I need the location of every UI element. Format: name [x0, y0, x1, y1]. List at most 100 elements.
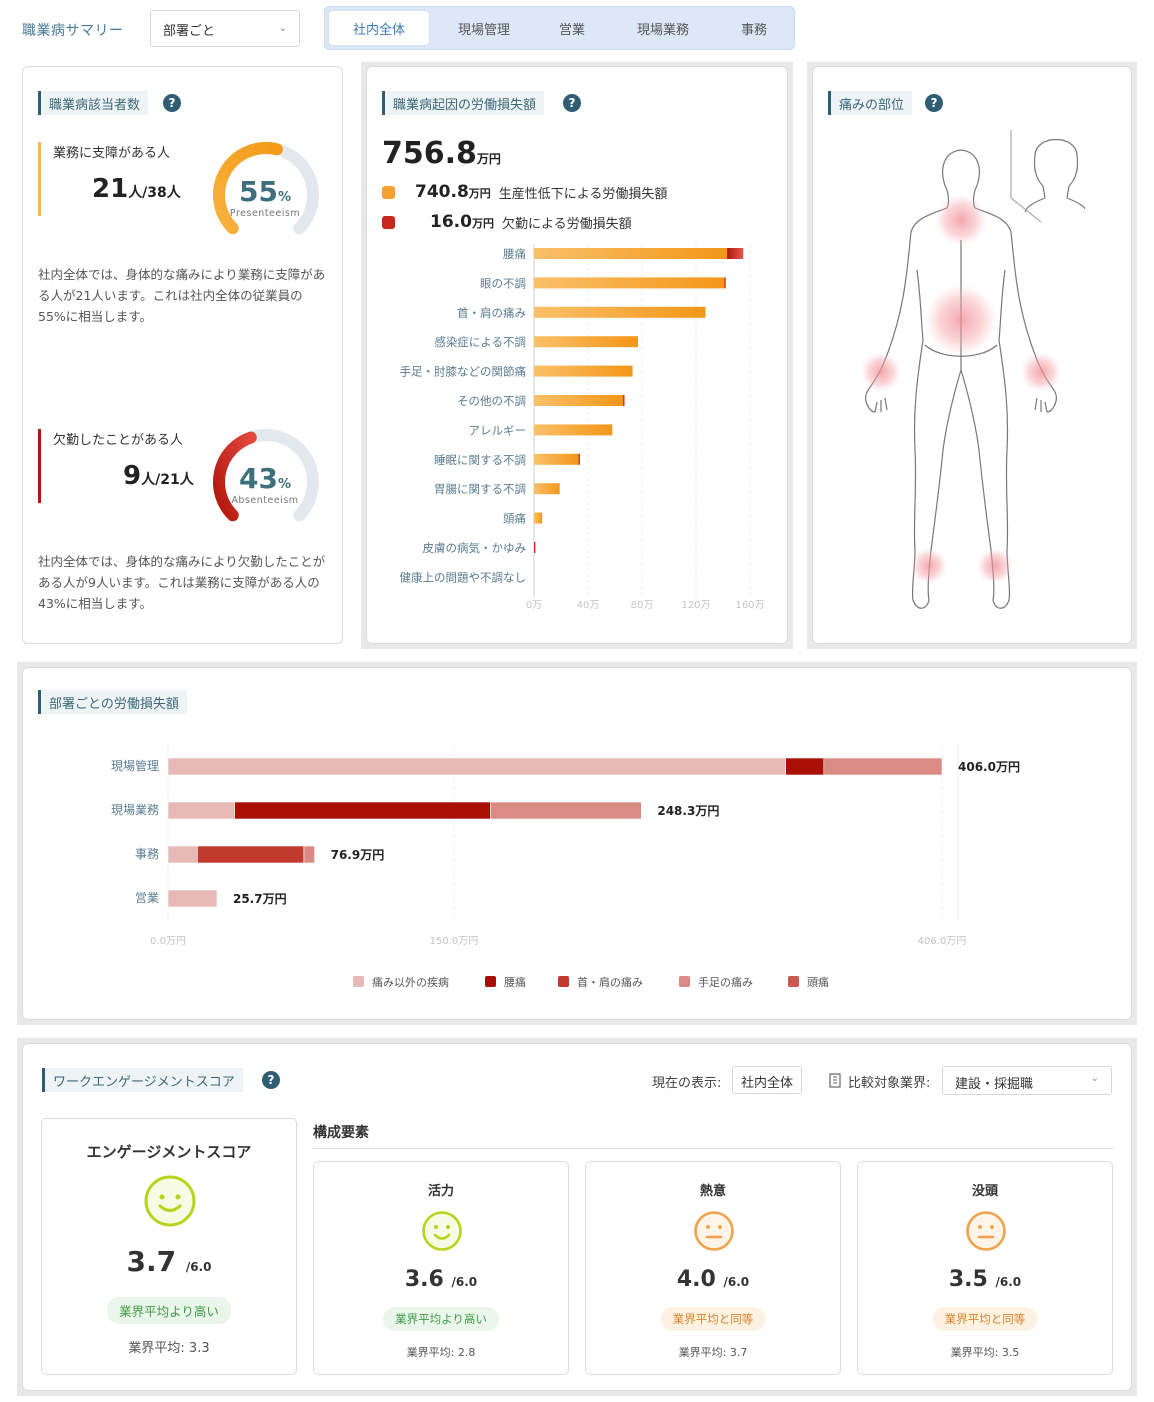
components-title: 構成要素	[313, 1125, 369, 1141]
productivity-loss-bar[interactable]	[534, 453, 579, 465]
component-badge: 業界平均と同等	[932, 1307, 1038, 1331]
left-hand-pain-spot	[861, 352, 901, 392]
productivity-loss-bar[interactable]	[534, 395, 624, 406]
tab-site-management[interactable]: 現場管理	[457, 22, 510, 38]
component-average: 業界平均: 3.5	[950, 1346, 1020, 1359]
category-label: 眼の不調	[480, 276, 526, 290]
presenteeism-percent: 55	[239, 175, 278, 208]
dept-label: 営業	[135, 891, 159, 905]
absence-loss-bar[interactable]	[578, 453, 581, 465]
dept-total-label: 406.0万円	[958, 760, 1020, 774]
chevron-down-icon: ⌄	[278, 23, 287, 34]
dept-loss-segment[interactable]	[167, 801, 235, 820]
component-title: 没頭	[971, 1184, 998, 1199]
current-view-value: 社内全体	[732, 1066, 803, 1094]
tab-all[interactable]: 社内全体	[329, 11, 429, 45]
productivity-loss-bar[interactable]	[534, 365, 633, 377]
building-icon	[829, 1073, 841, 1088]
right-hand-pain-spot	[1021, 352, 1061, 392]
category-label: 腰痛	[503, 247, 526, 261]
presenteeism-gauge	[213, 142, 319, 235]
dept-loss-segment[interactable]	[490, 801, 642, 820]
x-tick-label: 40万	[577, 600, 600, 611]
absence-loss-bar[interactable]	[623, 395, 625, 406]
productivity-loss-bar[interactable]	[534, 424, 613, 436]
absenteeism-label: 欠勤したことがある人	[53, 433, 184, 448]
category-label: アレルギー	[469, 423, 527, 437]
neutral-face-icon	[966, 1211, 1006, 1251]
compare-select-value: 建設・採掘職	[955, 1077, 1034, 1092]
loss-total: 756.8万円	[382, 136, 501, 171]
productivity-loss-label: 生産性低下による労働損失額	[498, 186, 668, 202]
happy-face-icon	[144, 1175, 196, 1227]
engagement-main-badge: 業界平均より高い	[107, 1297, 231, 1324]
engagement-main-title: エンゲージメントスコア	[86, 1143, 252, 1161]
help-icon[interactable]: ?	[563, 94, 581, 112]
absenteeism-gauge-text: 43% Absenteeism	[215, 462, 315, 506]
x-tick-label: 160万	[735, 600, 764, 611]
dept-loss-segment[interactable]	[197, 845, 305, 864]
productivity-loss-bar[interactable]	[534, 512, 543, 524]
occupational-count-panel	[22, 66, 343, 644]
engagement-component-card: 没頭 3.5 /6.0 業界平均と同等業界平均: 3.5	[857, 1161, 1113, 1375]
loss-title: 職業病起因の労働損失額	[382, 91, 545, 115]
presenteeism-gauge-text: 55% Presenteeism	[215, 175, 315, 219]
tab-sales[interactable]: 営業	[558, 22, 585, 38]
x-tick-label: 0.0万円	[150, 936, 186, 947]
category-label: その他の不調	[457, 394, 526, 408]
component-title: 活力	[427, 1184, 454, 1199]
dept-loss-segment[interactable]	[785, 757, 825, 776]
absence-loss-bar[interactable]	[534, 542, 536, 553]
current-view-label: 現在の表示:	[652, 1076, 722, 1091]
engagement-main-average: 業界平均: 3.3	[128, 1341, 210, 1356]
component-badge: 業界平均と同等	[660, 1307, 766, 1331]
legend-swatch	[353, 976, 364, 987]
component-average: 業界平均: 2.8	[406, 1346, 476, 1359]
category-label: 感染症による不調	[434, 335, 526, 349]
dept-loss-segment[interactable]	[167, 889, 218, 908]
dept-loss-segment[interactable]	[234, 801, 491, 820]
compare-select[interactable]: 建設・採掘職 ⌄	[942, 1066, 1112, 1095]
productivity-loss-bar[interactable]	[534, 483, 560, 495]
legend-label: 首・肩の痛み	[577, 975, 643, 989]
tab-office[interactable]: 事務	[740, 22, 767, 38]
loss-chart-svg: 0万 40万 80万 120万 160万 腰痛眼の不調首・肩の痛み感染症による不調手足・肘…	[400, 244, 765, 611]
help-icon[interactable]: ?	[925, 94, 943, 112]
dept-loss-segment[interactable]	[167, 845, 198, 864]
legend-label: 頭痛	[807, 975, 829, 989]
productivity-loss-bar[interactable]	[534, 336, 638, 348]
x-tick-label: 120万	[681, 600, 710, 611]
tab-site-operations[interactable]: 現場業務	[636, 22, 689, 38]
engagement-component-card: 熱意 4.0 /6.0 業界平均と同等 業界平均: 3.7	[585, 1161, 841, 1375]
productivity-loss-bar[interactable]	[534, 277, 725, 289]
dept-loss-segment[interactable]	[823, 757, 943, 776]
component-score: 3.6 /6.0	[404, 1267, 478, 1292]
category-label: 胃腸に関する不調	[434, 482, 526, 496]
red-legend-swatch	[382, 215, 395, 229]
lower-back-pain-spot	[925, 284, 997, 356]
category-label: 頭痛	[503, 512, 526, 526]
help-icon[interactable]: ?	[262, 1071, 280, 1089]
dept-label: 現場管理	[111, 758, 159, 773]
right-ankle-pain-spot	[977, 548, 1013, 584]
productivity-loss-bar[interactable]	[534, 248, 728, 259]
component-title: 熱意	[699, 1184, 726, 1199]
absenteeism-block: 欠勤したことがある人	[38, 429, 183, 503]
absenteeism-description: 社内全体では、身体的な痛みにより欠勤したことがある人が9人います。これは業務に支…	[38, 554, 326, 611]
dept-loss-segment[interactable]	[303, 845, 315, 864]
dept-select[interactable]: 部署ごと ⌄	[150, 10, 300, 47]
dept-loss-segment[interactable]	[167, 757, 786, 776]
absenteeism-count: 9人/21人	[123, 461, 194, 491]
category-label: 首・肩の痛み	[457, 306, 526, 320]
absence-loss-bar[interactable]	[727, 248, 744, 259]
help-icon[interactable]: ?	[163, 94, 181, 112]
absenteeism-caption: Absenteeism	[231, 495, 299, 506]
productivity-loss-bar[interactable]	[534, 306, 706, 318]
absence-loss-bar[interactable]	[724, 277, 726, 289]
tab-bar: 社内全体 現場管理 営業 現場業務 事務	[324, 6, 795, 50]
orange-legend-swatch	[382, 185, 395, 199]
dept-select-value: 部署ごと	[163, 24, 216, 39]
component-score: 3.5 /6.0	[948, 1267, 1022, 1292]
engagement-component-card: 活力 3.6 /6.0 業界平均より高い 業界平均: 2.8	[313, 1161, 569, 1375]
presenteeism-count: 21人/38人	[92, 174, 181, 204]
